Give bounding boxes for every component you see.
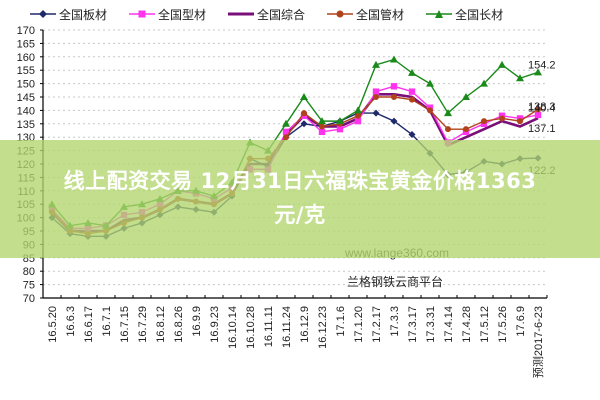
legend-item-composite: 全国综合: [228, 4, 305, 24]
svg-text:165: 165: [17, 38, 35, 50]
svg-text:17.3.17: 17.3.17: [407, 306, 419, 343]
svg-text:16.8.12: 16.8.12: [155, 306, 167, 343]
svg-text:70: 70: [23, 293, 35, 305]
svg-text:17.6.9: 17.6.9: [515, 306, 527, 337]
svg-text:17.3.3: 17.3.3: [389, 306, 401, 337]
svg-text:17.3.31: 17.3.31: [425, 306, 437, 343]
square-marker-icon: [129, 10, 156, 18]
svg-text:170: 170: [17, 25, 35, 37]
svg-text:137.1: 137.1: [528, 123, 556, 135]
svg-text:140: 140: [17, 105, 35, 117]
svg-text:16.6.3: 16.6.3: [65, 306, 77, 337]
svg-text:17.4.14: 17.4.14: [443, 306, 455, 343]
svg-text:16.6.17: 16.6.17: [83, 306, 95, 343]
legend-label: 全国管材: [356, 7, 405, 22]
circle-marker-icon: [327, 10, 354, 18]
svg-text:17.5.12: 17.5.12: [479, 306, 491, 343]
legend-item-plate: 全国板材: [30, 4, 107, 24]
overlay-title-line2: 元/克: [274, 203, 326, 227]
watermark-name: 兰格钢铁云商平台: [347, 275, 444, 289]
overlay-title: 线上配资交易 12月31日六福珠宝黄金价格1363 元/克: [0, 164, 600, 232]
svg-text:150: 150: [17, 79, 35, 91]
title-overlay-banner: [0, 140, 600, 258]
overlay-title-line1: 线上配资交易 12月31日六福珠宝黄金价格1363: [63, 169, 537, 193]
svg-text:16.12.9: 16.12.9: [299, 306, 311, 343]
legend-item-section: 全国型材: [129, 4, 206, 24]
svg-text:140.4: 140.4: [528, 102, 556, 114]
svg-text:16.9.23: 16.9.23: [209, 306, 221, 343]
svg-text:16.11.11: 16.11.11: [263, 306, 275, 347]
diamond-marker-icon: [30, 10, 56, 18]
legend-label: 全国综合: [257, 7, 306, 22]
svg-text:154.2: 154.2: [528, 59, 556, 71]
svg-text:17.1.20: 17.1.20: [353, 306, 365, 343]
svg-text:16.10.28: 16.10.28: [245, 306, 257, 349]
svg-text:16.7.29: 16.7.29: [137, 306, 149, 343]
chart-legend: 全国板材 全国型材 全国综合 全国管材 全国长材: [30, 4, 525, 24]
legend-item-long: 全国长材: [426, 4, 503, 24]
svg-text:80: 80: [23, 266, 35, 278]
svg-text:155: 155: [17, 65, 35, 77]
svg-text:16.9.9: 16.9.9: [191, 306, 203, 337]
svg-text:16.8.26: 16.8.26: [173, 306, 185, 343]
svg-text:16.12.23: 16.12.23: [317, 306, 329, 349]
svg-text:160: 160: [17, 52, 35, 64]
legend-label: 全国型材: [158, 7, 207, 22]
legend-item-pipe: 全国管材: [327, 4, 404, 24]
svg-text:16.5.20: 16.5.20: [47, 306, 59, 343]
line-marker-icon: [228, 12, 255, 16]
svg-text:16.10.14: 16.10.14: [227, 306, 239, 349]
svg-text:17.2.17: 17.2.17: [371, 306, 383, 343]
x-axis: 16.5.20 16.6.3 16.6.17 16.7.1 16.7.15 16.7.29…: [43, 295, 548, 378]
svg-text:145: 145: [17, 92, 35, 104]
svg-text:预测2017-6-23: 预测2017-6-23: [532, 306, 545, 378]
svg-text:16.7.15: 16.7.15: [119, 306, 131, 343]
svg-text:17.1.6: 17.1.6: [335, 306, 347, 337]
svg-text:138.3: 138.3: [528, 101, 556, 113]
legend-label: 全国长材: [455, 7, 504, 22]
legend-label: 全国板材: [59, 7, 108, 22]
svg-text:17.4.28: 17.4.28: [461, 306, 473, 343]
svg-text:17.5.26: 17.5.26: [497, 306, 509, 343]
triangle-marker-icon: [426, 10, 453, 18]
svg-text:135: 135: [17, 119, 35, 131]
svg-text:75: 75: [23, 280, 35, 292]
svg-text:16.11.24: 16.11.24: [281, 306, 293, 348]
svg-text:16.7.1: 16.7.1: [101, 306, 113, 337]
